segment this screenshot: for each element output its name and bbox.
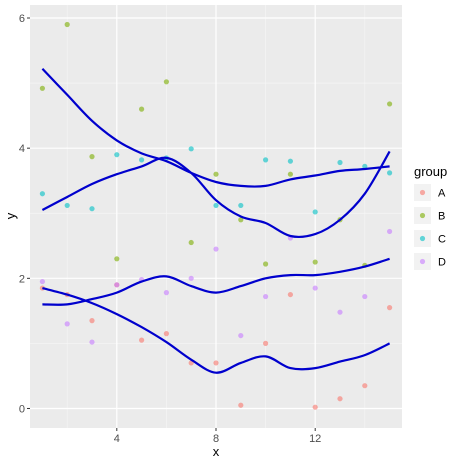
point-a: [312, 404, 318, 410]
legend-title: group: [414, 164, 447, 179]
y-tick-label: 0: [19, 403, 25, 415]
point-d: [387, 228, 393, 235]
point-b: [139, 106, 145, 112]
point-d: [114, 282, 120, 288]
point-d: [39, 278, 46, 285]
smooth-line-4: [42, 287, 391, 374]
point-b: [213, 171, 219, 177]
x-axis-ticks: 4 8 12: [114, 428, 321, 445]
point-c: [387, 170, 393, 176]
smooth-line-2: [41, 150, 391, 239]
legend-swatch-a: [419, 189, 426, 196]
point-c: [263, 157, 269, 163]
major-gridlines: [30, 5, 402, 428]
y-tick-label: 4: [19, 143, 25, 155]
point-c: [64, 202, 70, 209]
point-d: [213, 246, 219, 252]
point-d: [312, 285, 318, 291]
smooth-line-1: [41, 68, 390, 188]
point-c: [362, 163, 368, 169]
data-points: [39, 21, 393, 410]
point-d: [263, 293, 269, 300]
legend-label-c: C: [438, 234, 446, 246]
legend-label-b: B: [438, 211, 445, 223]
x-tick-label: 4: [114, 433, 120, 445]
point-c: [337, 159, 343, 166]
point-b: [89, 154, 95, 160]
legend-swatch-b: [419, 212, 426, 219]
point-a: [213, 360, 219, 366]
point-a: [139, 337, 145, 343]
point-c: [139, 157, 145, 163]
point-c: [213, 202, 219, 209]
point-b: [287, 171, 293, 177]
point-a: [263, 340, 269, 346]
point-a: [337, 396, 343, 402]
point-b: [263, 261, 269, 267]
legend-swatch-d: [419, 258, 426, 265]
x-tick-label: 8: [213, 433, 219, 445]
point-b: [114, 256, 120, 262]
x-tick-label: 12: [309, 433, 321, 445]
smooth-lines: [41, 68, 391, 374]
legend-label-a: A: [438, 188, 446, 200]
point-d: [337, 309, 343, 315]
point-b: [163, 79, 169, 85]
point-c: [114, 152, 120, 158]
point-d: [89, 339, 95, 345]
point-c: [287, 158, 293, 164]
x-axis-title: x: [213, 444, 220, 459]
y-tick-label: 6: [19, 13, 25, 25]
point-a: [163, 331, 169, 337]
point-b: [312, 259, 318, 265]
point-c: [238, 202, 244, 209]
point-d: [238, 332, 244, 339]
point-b: [39, 85, 46, 91]
point-b: [238, 217, 244, 223]
point-d: [64, 321, 70, 327]
smooth-line-3: [42, 257, 390, 306]
point-c: [312, 209, 318, 215]
point-d: [188, 275, 194, 281]
point-a: [238, 402, 244, 408]
legend-label-d: D: [438, 257, 446, 269]
point-c: [39, 191, 46, 197]
point-a: [362, 383, 368, 389]
y-axis-title: y: [3, 212, 18, 219]
point-b: [188, 239, 194, 246]
point-a: [387, 305, 393, 311]
y-tick-label: 2: [19, 273, 25, 285]
point-b: [64, 21, 70, 28]
point-c: [89, 206, 95, 212]
point-a: [89, 318, 95, 324]
point-a: [287, 291, 293, 298]
y-axis-ticks: 0 2 4 6: [19, 13, 30, 415]
legend-swatch-c: [419, 235, 426, 242]
point-b: [387, 101, 393, 107]
point-c: [188, 146, 194, 152]
point-d: [163, 290, 169, 296]
point-d: [362, 293, 368, 300]
